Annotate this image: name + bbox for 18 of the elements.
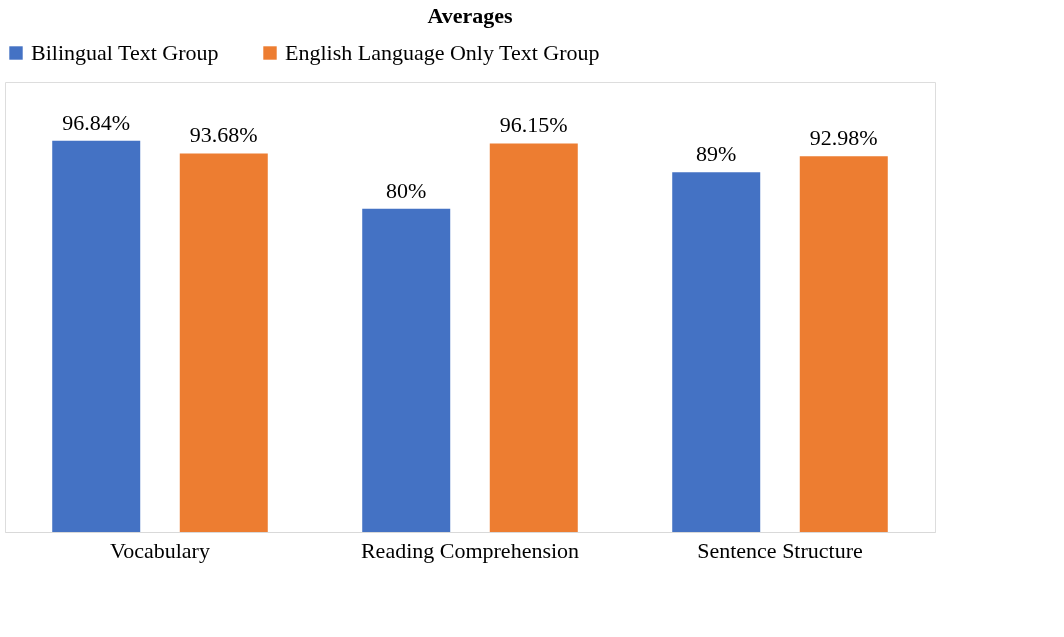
x-tick-label: Sentence Structure [697, 537, 863, 563]
data-label: 96.15% [499, 112, 568, 138]
legend-label: English Language Only Text Group [285, 40, 600, 65]
bar [799, 156, 888, 532]
x-tick-label: Reading Comprehension [360, 537, 580, 563]
data-label: 80% [386, 177, 427, 203]
bar [489, 143, 578, 532]
bar [52, 140, 141, 532]
data-label: 96.84% [62, 109, 131, 135]
bar [179, 153, 268, 532]
bar [672, 172, 761, 532]
chart-title: Averages [427, 3, 513, 28]
data-label: 92.98% [809, 125, 878, 151]
data-label: 89% [696, 141, 737, 167]
data-label: 93.68% [189, 122, 258, 148]
legend-label: Bilingual Text Group [31, 40, 219, 65]
x-tick-label: Vocabulary [110, 537, 210, 563]
bar [362, 208, 451, 532]
